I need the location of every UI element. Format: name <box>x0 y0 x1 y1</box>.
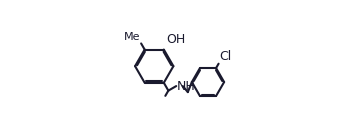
Text: Me: Me <box>123 32 140 42</box>
Text: NH: NH <box>177 80 196 93</box>
Text: OH: OH <box>166 32 186 46</box>
Text: Cl: Cl <box>219 50 231 63</box>
